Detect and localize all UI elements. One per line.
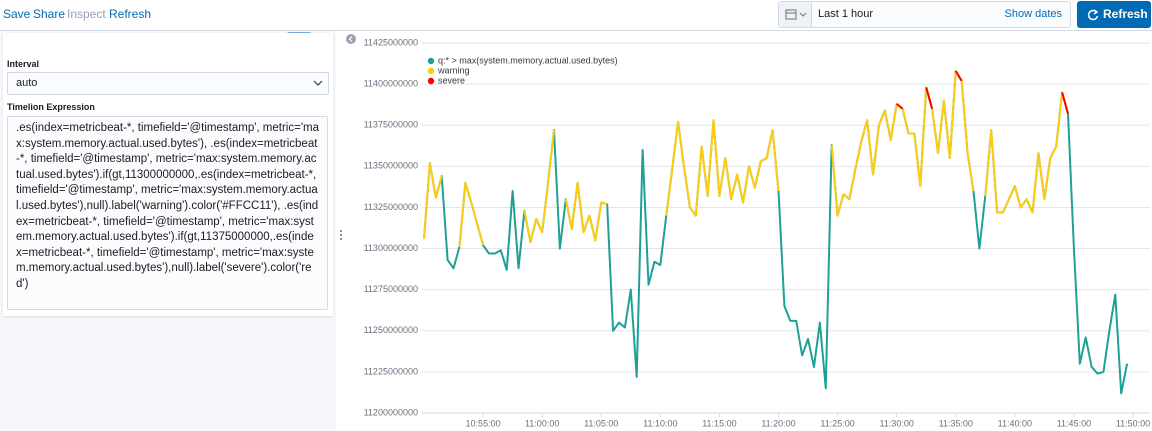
y-tick-label: 11250000000 — [364, 325, 418, 335]
y-tick-label: 11350000000 — [364, 161, 418, 171]
legend-label: q:* > max(system.memory.actual.used.byte… — [438, 55, 618, 65]
expression-input[interactable]: .es(index=metricbeat-*, timefield='@time… — [7, 116, 328, 310]
time-range[interactable]: Last 1 hour — [818, 8, 874, 20]
x-tick-label: 11:50:00 — [1116, 418, 1150, 428]
date-picker: Last 1 hour Show dates — [778, 1, 1071, 28]
share-link[interactable]: Share — [33, 7, 66, 21]
y-tick-label: 11200000000 — [364, 407, 418, 417]
x-tick-label: 11:45:00 — [1057, 418, 1091, 428]
x-tick-label: 11:00:00 — [525, 418, 559, 428]
calendar-button[interactable] — [779, 2, 812, 27]
y-tick-label: 11325000000 — [364, 202, 418, 212]
x-tick-label: 10:55:00 — [466, 418, 501, 428]
x-tick-label: 11:10:00 — [643, 418, 677, 428]
refresh-icon — [1087, 9, 1099, 21]
y-tick-label: 11225000000 — [364, 366, 418, 376]
chevron — [313, 80, 323, 86]
series-line — [896, 70, 1069, 114]
legend-label: severe — [438, 75, 465, 85]
inspect-link: Inspect — [67, 7, 106, 21]
series-line — [423, 69, 1069, 248]
y-tick-label: 11375000000 — [364, 120, 418, 130]
collapse-button[interactable] — [345, 33, 357, 45]
show-dates[interactable]: Show dates — [1004, 8, 1062, 20]
editor-card: Interval auto Timelion Expression .es(in… — [3, 33, 333, 316]
y-tick-label: 11400000000 — [364, 78, 418, 88]
refresh-link[interactable]: Refresh — [109, 7, 152, 21]
x-tick-label: 11:20:00 — [761, 418, 795, 428]
resize-handle[interactable] — [338, 228, 344, 242]
interval-select[interactable]: auto — [7, 72, 329, 95]
legend-swatch — [427, 77, 435, 85]
x-tick-label: 11:30:00 — [879, 418, 913, 428]
expression-label: Timelion Expression — [7, 102, 95, 112]
calendar-icon — [785, 9, 807, 20]
legend-swatch — [427, 67, 435, 75]
x-tick-label: 11:15:00 — [702, 418, 736, 428]
x-tick-label: 11:05:00 — [584, 418, 618, 428]
divider — [0, 30, 1152, 31]
y-tick-label: 11275000000 — [364, 284, 418, 294]
refresh-button[interactable]: Refresh — [1077, 1, 1151, 28]
refresh-label: Refresh — [1103, 7, 1148, 21]
legend-label: warning — [437, 65, 470, 75]
interval-value: auto — [16, 77, 38, 89]
legend-swatch — [427, 57, 435, 65]
save-link[interactable]: Save — [3, 7, 31, 21]
interval-label: Interval — [7, 59, 40, 69]
x-tick-label: 11:40:00 — [998, 418, 1032, 428]
x-tick-label: 11:35:00 — [939, 418, 973, 428]
y-tick-label: 11425000000 — [364, 37, 418, 47]
chart: 11200000000 11225000000 11250000000 1127500… — [364, 37, 1151, 428]
y-tick-label: 11300000000 — [364, 243, 418, 253]
x-tick-label: 11:25:00 — [820, 418, 854, 428]
